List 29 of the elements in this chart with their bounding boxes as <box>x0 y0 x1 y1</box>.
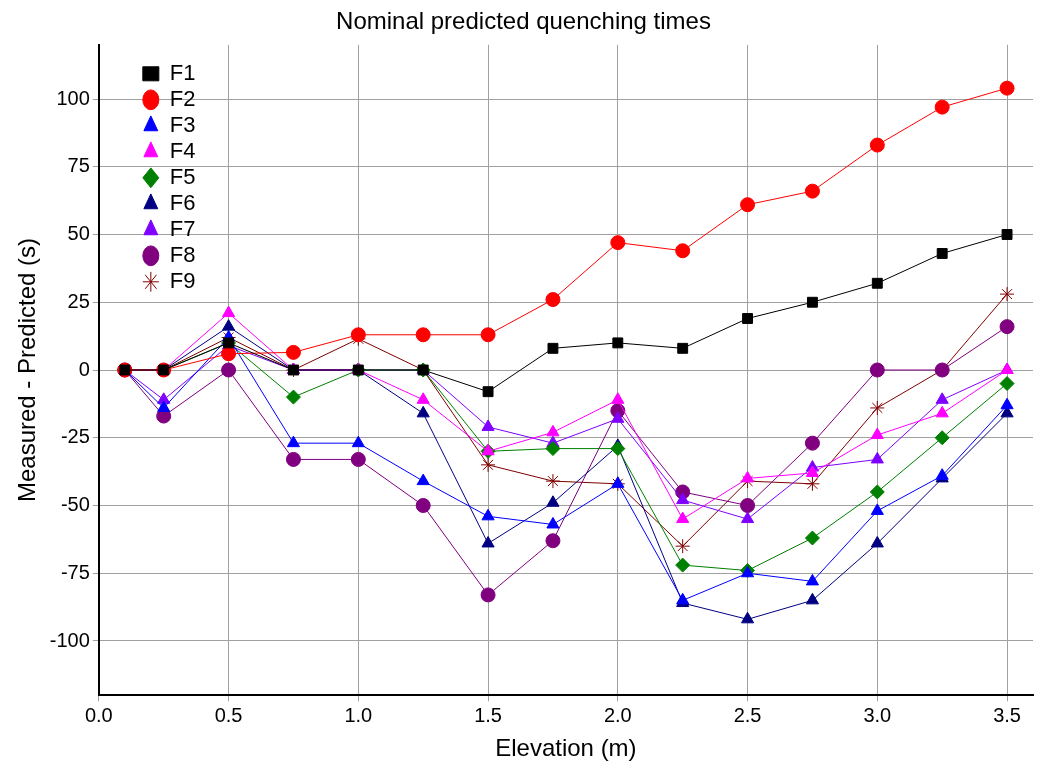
x-tick-label: 3.5 <box>993 703 1021 726</box>
x-tick-label: 0.5 <box>214 703 243 726</box>
y-tick-label: -25 <box>60 425 90 448</box>
y-tick-label: 50 <box>67 222 90 245</box>
legend-label: F9 <box>169 267 196 293</box>
x-tick-label: 3.0 <box>863 703 892 726</box>
chart-title: Nominal predicted quenching times <box>336 7 711 35</box>
y-tick-label: 0 <box>78 357 90 380</box>
y-axis-title: Measured - Predicted (s) <box>13 237 41 503</box>
y-tick-label: 25 <box>67 289 90 312</box>
legend-label: F7 <box>169 215 196 241</box>
y-tick-label: 75 <box>67 154 90 177</box>
y-tick-label: -50 <box>60 493 90 516</box>
legend-label: F8 <box>169 241 196 267</box>
legend-label: F5 <box>169 163 196 189</box>
x-tick-label: 2.5 <box>733 703 762 726</box>
legend-label: F4 <box>169 137 196 163</box>
legend-label: F2 <box>169 85 196 111</box>
y-tick-label: -75 <box>60 560 90 583</box>
y-tick-label: -100 <box>49 628 90 651</box>
x-axis-title: Elevation (m) <box>495 734 637 762</box>
x-tick-label: 1.5 <box>474 703 502 726</box>
legend-label: F1 <box>169 59 196 85</box>
y-tick-label: 100 <box>56 86 90 109</box>
x-tick-label: 2.0 <box>603 703 632 726</box>
legend-label: F6 <box>169 189 196 215</box>
x-tick-label: 1.0 <box>344 703 373 726</box>
legend-label: F3 <box>169 111 196 137</box>
x-tick-label: 0.0 <box>84 703 113 726</box>
